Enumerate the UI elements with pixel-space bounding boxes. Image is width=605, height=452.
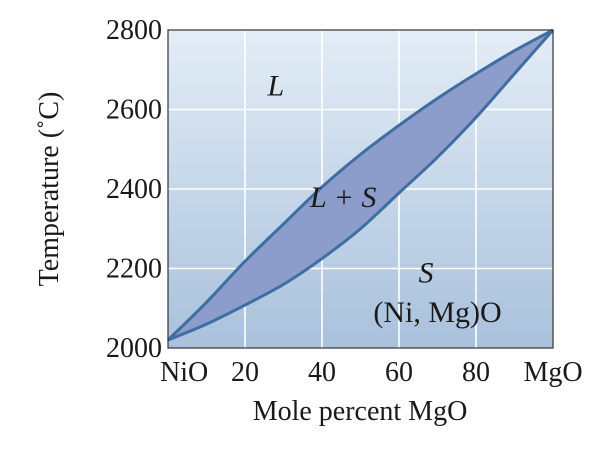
y-tick-label: 2800: [106, 15, 162, 46]
y-tick-label: 2200: [106, 254, 162, 285]
region-label: L: [266, 70, 284, 103]
x-axis-title: Mole percent MgO: [253, 396, 468, 427]
two-phase-fill: [168, 30, 553, 341]
x-tick-label: 40: [308, 357, 336, 388]
region-labels: L L + S S (Ni, Mg)O: [266, 70, 501, 330]
liquidus-curve: [166, 28, 554, 342]
plot-frame: [167, 29, 554, 349]
y-tick-label: 2400: [106, 174, 162, 205]
x-tick-label: MgO: [523, 357, 582, 388]
solidus-curve: [167, 29, 555, 342]
y-tick-label: 2600: [106, 95, 162, 126]
phase-boundary-curves: [166, 28, 555, 342]
two-phase-region: [168, 30, 553, 341]
region-label: S: [418, 256, 433, 289]
x-tick-label: NiO: [160, 357, 208, 388]
region-label: (Ni, Mg)O: [373, 296, 501, 329]
region-label: L + S: [309, 181, 376, 214]
x-tick-label: 60: [385, 357, 413, 388]
x-tick-label: 80: [462, 357, 490, 388]
y-tick-label: 2000: [106, 333, 162, 364]
x-axis-ticks: NiO 20 40 60 80 MgO: [160, 357, 583, 388]
y-axis-ticks: 2000 2200 2400 2600 2800: [106, 15, 162, 364]
x-tick-label: 20: [231, 357, 259, 388]
y-axis-title: Temperature (˚C): [34, 92, 65, 287]
